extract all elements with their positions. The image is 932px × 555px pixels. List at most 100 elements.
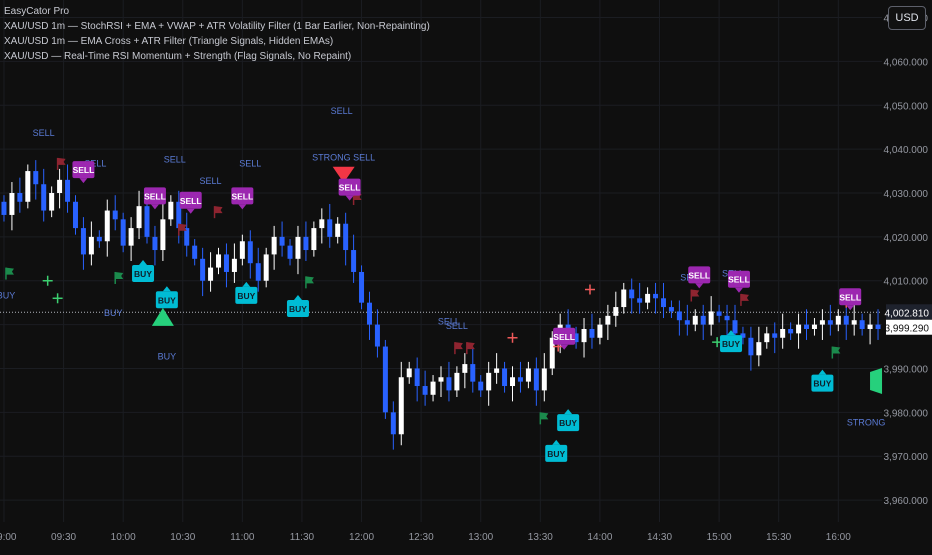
candle-body xyxy=(637,298,643,303)
candle-body xyxy=(335,223,341,237)
candle-body xyxy=(104,210,110,242)
price-tick-label: 4,010.000 xyxy=(884,277,929,288)
candle-body xyxy=(17,193,23,202)
bubble-text: BUY xyxy=(559,418,577,428)
legend-line-brand[interactable]: EasyCator Pro xyxy=(4,6,70,17)
flag-cloth xyxy=(57,157,66,165)
time-tick-label: 14:30 xyxy=(647,532,672,543)
bubble-box xyxy=(688,266,711,284)
flag-cloth xyxy=(691,289,700,297)
candle-body xyxy=(605,315,611,325)
candle-body xyxy=(160,219,166,251)
flag-cloth xyxy=(740,293,749,301)
candle-body xyxy=(263,254,269,281)
candle-body xyxy=(25,171,31,202)
candle-body xyxy=(41,184,47,211)
buy-text-label: BUY xyxy=(158,352,177,362)
sell-bubble: SELL xyxy=(72,161,95,184)
candle-body xyxy=(629,289,635,299)
bubble-box xyxy=(557,414,580,432)
candle-body xyxy=(716,311,722,316)
candle-body xyxy=(120,219,126,246)
legend-line-stochrsi[interactable]: XAU/USD 1m — StochRSI + EMA + VWAP + ATR… xyxy=(4,21,430,32)
price-tick-label: 4,060.000 xyxy=(884,57,929,68)
candle-body xyxy=(184,228,190,246)
candle-body xyxy=(152,236,158,251)
candle-body xyxy=(72,201,78,229)
legend-line-emacross[interactable]: XAU/USD 1m — EMA Cross + ATR Filter (Tri… xyxy=(4,36,334,47)
bubble-text: SELL xyxy=(728,275,750,285)
buy-flag-icon xyxy=(539,412,549,425)
candle-body xyxy=(112,210,118,220)
candle-body xyxy=(390,412,396,435)
candle-body xyxy=(231,258,237,272)
candle-body xyxy=(549,337,555,369)
flag-cloth xyxy=(214,206,223,214)
candle-body xyxy=(597,324,603,338)
candle-body xyxy=(319,219,325,229)
time-tick-label: 09:30 xyxy=(51,532,76,543)
time-tick-label: 10:30 xyxy=(170,532,195,543)
strong-text-right: STRONG xyxy=(847,417,886,427)
candle-body xyxy=(454,372,460,391)
candle-body xyxy=(128,228,134,246)
candle-body xyxy=(470,364,476,382)
candle-body xyxy=(57,179,63,194)
candle-body xyxy=(422,386,428,395)
sell-text-label: SELL xyxy=(331,106,353,116)
time-tick-label: 12:00 xyxy=(349,532,374,543)
bubble-text: SELL xyxy=(339,183,361,193)
candle-body xyxy=(804,324,810,329)
candle-body xyxy=(859,320,865,329)
bubble-text: SELL xyxy=(553,332,575,342)
bubble-box xyxy=(143,187,166,205)
candle-body xyxy=(255,263,261,281)
price-tick-label: 3,970.000 xyxy=(884,452,929,463)
candle-body xyxy=(65,179,71,202)
candle-body xyxy=(525,368,531,382)
bubble-box xyxy=(720,335,743,353)
candle-body xyxy=(748,337,754,356)
flag-cloth xyxy=(540,412,549,420)
sell-bubble: SELL xyxy=(839,288,862,311)
buy-text-label: BUY xyxy=(104,308,123,318)
candle-body xyxy=(827,320,833,325)
sell-bubble: SELL xyxy=(143,187,166,210)
legend-line-rsi[interactable]: XAU/USD — Real-Time RSI Momentum + Stren… xyxy=(4,51,352,62)
candle-body xyxy=(621,289,627,308)
sell-bubble: SELL xyxy=(727,270,750,293)
candle-body xyxy=(613,307,619,316)
candle-body xyxy=(438,377,444,382)
bubble-text: BUY xyxy=(722,339,740,349)
sell-bubble: SELL xyxy=(231,187,254,210)
candle-body xyxy=(96,236,102,242)
candles xyxy=(1,160,881,450)
signals: SELLSELLSELLSELLSELLSELLSELLSELLSELLSELL… xyxy=(0,106,885,462)
candle-body xyxy=(327,219,333,237)
green-cross-icon xyxy=(42,275,53,286)
indicator-legend: EasyCator Pro XAU/USD 1m — StochRSI + EM… xyxy=(4,4,430,64)
candle-body xyxy=(700,315,706,325)
candle-body xyxy=(541,368,547,391)
candle-body xyxy=(9,193,15,215)
currency-button[interactable]: USD xyxy=(888,6,926,30)
candle-body xyxy=(875,324,881,329)
candle-body xyxy=(867,324,873,329)
candle-body xyxy=(80,228,86,255)
bubble-pointer xyxy=(79,178,88,184)
buy-bubble: BUY xyxy=(155,286,178,309)
candle-body xyxy=(208,267,214,281)
candle-body xyxy=(398,377,404,435)
candle-body xyxy=(343,223,349,251)
sell-bubble: SELL xyxy=(338,178,361,201)
strong-buy-triangle xyxy=(151,307,174,326)
candle-body xyxy=(708,311,714,325)
candle-body xyxy=(684,320,690,325)
bubble-text: BUY xyxy=(158,295,176,305)
candle-body xyxy=(430,381,436,395)
bubble-text: SELL xyxy=(144,191,166,201)
bubble-box xyxy=(839,288,862,306)
bubble-text: BUY xyxy=(134,269,152,279)
